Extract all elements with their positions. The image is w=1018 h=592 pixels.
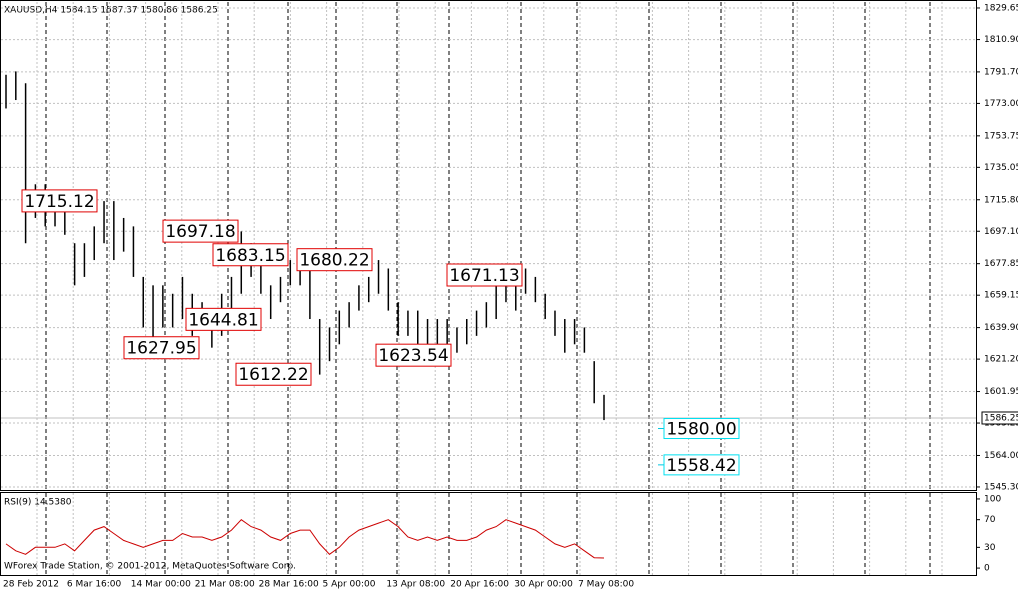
target-label: 1580.00 — [666, 420, 736, 440]
target-label: 1558.42 — [666, 456, 736, 476]
level-box — [185, 307, 262, 331]
y-tick-label: 1545.30 — [984, 482, 1018, 492]
level-label: 1671.13 — [449, 266, 519, 286]
x-tick-label: 14 Mar 00:00 — [131, 580, 191, 590]
level-box — [375, 343, 452, 367]
indicator-label: RSI(9) 14.5380 — [4, 498, 72, 508]
level-box — [123, 336, 200, 360]
target-box — [663, 454, 740, 476]
level-label: 1627.95 — [126, 339, 196, 359]
footer: WForex Trade Station, © 2001-2012, MetaQ… — [4, 562, 296, 572]
x-tick-label: 5 Apr 00:00 — [323, 580, 376, 590]
level-label: 1680.22 — [299, 251, 369, 271]
x-tick-label: 21 Mar 08:00 — [195, 580, 255, 590]
y-tick-label: 1677.85 — [984, 259, 1018, 269]
current-price-label: 1586.25 — [984, 413, 1018, 423]
level-box — [212, 243, 289, 267]
level-box — [446, 263, 523, 287]
level-label: 1623.54 — [378, 346, 448, 366]
level-label: 1697.18 — [165, 222, 235, 242]
y-tick-label: 1564.00 — [984, 451, 1018, 461]
y-tick-label: 1753.75 — [984, 131, 1018, 141]
level-label: 1683.15 — [215, 246, 285, 266]
level-label: 1612.22 — [238, 365, 308, 385]
x-tick-label: 28 Mar 16:00 — [259, 580, 319, 590]
y-tick-label: 1601.95 — [984, 387, 1018, 397]
indicator-tick-label: 0 — [984, 564, 990, 574]
x-tick-label: 30 Apr 00:00 — [514, 580, 573, 590]
level-label: 1715.12 — [24, 192, 94, 212]
price-panel — [0, 0, 977, 491]
current-price-tag — [981, 411, 1018, 425]
y-tick-label: 1810.90 — [984, 35, 1018, 45]
level-box — [296, 248, 373, 272]
level-box — [21, 189, 98, 213]
indicator-tick-label: 30 — [984, 543, 996, 553]
x-tick-label: 28 Feb 2012 — [3, 580, 59, 590]
x-tick-label: 6 Mar 16:00 — [67, 580, 122, 590]
target-box — [663, 418, 740, 440]
y-tick-label: 1735.05 — [984, 163, 1018, 173]
x-tick-label: 13 Apr 08:00 — [386, 580, 445, 590]
y-tick-label: 1697.10 — [984, 227, 1018, 237]
y-tick-label: 1791.70 — [984, 67, 1018, 77]
y-tick-label: 1659.15 — [984, 291, 1018, 301]
indicator-tick-label: 100 — [984, 494, 1001, 504]
indicator-panel — [0, 492, 977, 576]
y-tick-label: 1715.80 — [984, 195, 1018, 205]
y-tick-label: 1773.00 — [984, 99, 1018, 109]
level-label: 1644.81 — [188, 310, 258, 330]
indicator-tick-label: 70 — [984, 515, 996, 525]
rsi-line — [5, 519, 605, 559]
level-box — [235, 362, 312, 386]
x-tick-label: 20 Apr 16:00 — [450, 580, 509, 590]
chart-header: XAUUSD,H4 1584.15 1587.37 1580.86 1586.2… — [4, 6, 218, 16]
y-tick-label: 1829.65 — [984, 3, 1018, 13]
y-tick-label: 1621.20 — [984, 355, 1018, 365]
y-tick-label: 1639.90 — [984, 323, 1018, 333]
level-box — [162, 219, 239, 243]
x-tick-label: 7 May 08:00 — [578, 580, 634, 590]
